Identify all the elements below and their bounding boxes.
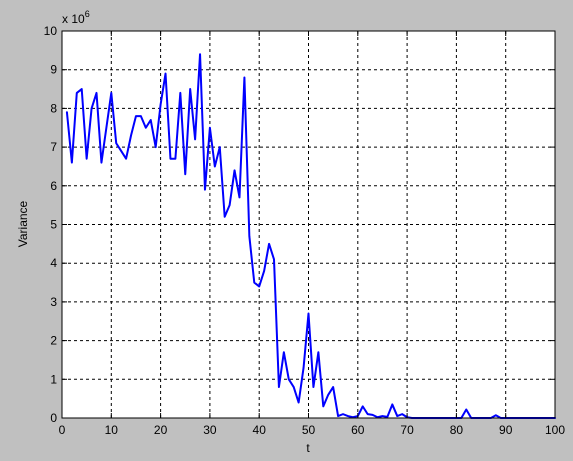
y-tick-label: 10 xyxy=(44,24,58,38)
y-tick-labels: 0 1 2 3 4 5 6 7 8 9 10 xyxy=(44,24,58,425)
x-tick-label: 100 xyxy=(545,423,565,437)
x-tick-labels: 0 10 20 30 40 50 60 70 80 90 100 xyxy=(59,423,566,437)
y-tick-label: 2 xyxy=(50,334,57,348)
x-tick-label: 50 xyxy=(302,423,316,437)
y-tick-label: 4 xyxy=(50,256,57,270)
x-tick-label: 60 xyxy=(351,423,365,437)
x-tick-label: 90 xyxy=(499,423,513,437)
x-tick-label: 70 xyxy=(400,423,414,437)
x-tick-label: 0 xyxy=(59,423,66,437)
x-axis-label: t xyxy=(306,441,310,455)
y-tick-label: 8 xyxy=(50,101,57,115)
y-tick-label: 7 xyxy=(50,140,57,154)
y-tick-label: 1 xyxy=(50,372,57,386)
x-tick-label: 80 xyxy=(450,423,464,437)
axis-ticks xyxy=(61,30,556,419)
x-tick-label: 20 xyxy=(154,423,168,437)
y-tick-label: 9 xyxy=(50,63,57,77)
y-axis-label: Variance xyxy=(16,200,30,247)
y-exponent-power: 6 xyxy=(85,9,90,19)
grid-lines xyxy=(62,31,555,418)
x-tick-label: 10 xyxy=(105,423,119,437)
y-exponent-label: x 106 xyxy=(62,9,90,26)
y-tick-label: 3 xyxy=(50,295,57,309)
y-exponent-base: x 10 xyxy=(62,12,85,26)
y-tick-label: 0 xyxy=(50,411,57,425)
y-tick-label: 5 xyxy=(50,218,57,232)
y-tick-label: 6 xyxy=(50,179,57,193)
x-tick-label: 40 xyxy=(253,423,267,437)
x-tick-label: 30 xyxy=(203,423,217,437)
